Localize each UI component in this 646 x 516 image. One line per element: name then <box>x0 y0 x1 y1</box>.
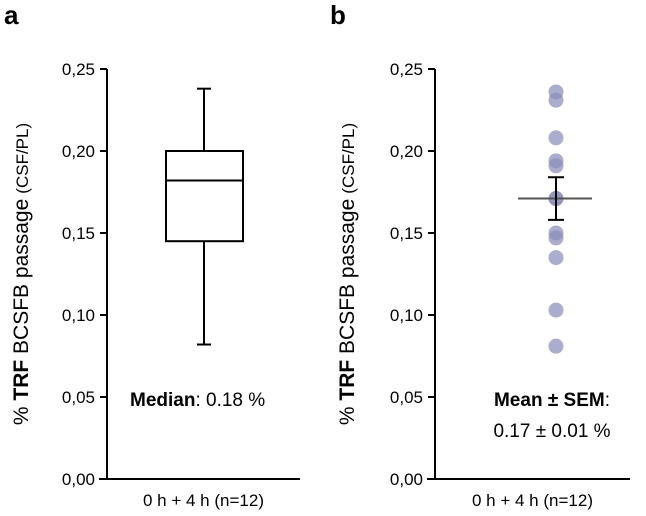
median-annotation: Median: 0.18 % <box>130 390 265 411</box>
y-tick-label: 0,05 <box>62 388 95 407</box>
y-label-part: % <box>336 401 359 426</box>
y-axis-label: % TRF BCSFB passage (CSF/PL) <box>336 123 359 425</box>
y-tick-label: 0,20 <box>62 142 95 161</box>
panel-a: 0,000,050,100,150,200,25% TRF BCSFB pass… <box>10 60 300 510</box>
y-tick-label: 0,10 <box>62 306 95 325</box>
y-label-part: BCSFB passage <box>336 199 359 360</box>
panel-label-b: b <box>330 0 346 30</box>
data-point <box>548 92 564 108</box>
annotation-rest: : <box>605 390 610 411</box>
y-label-part: TRF <box>10 360 33 401</box>
y-tick-label: 0,05 <box>390 388 423 407</box>
y-tick-label: 0,25 <box>62 60 95 79</box>
x-category-label: 0 h + 4 h (n=12) <box>472 491 593 510</box>
x-category-label: 0 h + 4 h (n=12) <box>143 491 264 510</box>
data-point <box>548 130 564 146</box>
data-point <box>548 230 564 246</box>
y-tick-label: 0,00 <box>390 470 423 489</box>
y-label-part: % <box>10 401 33 426</box>
mean-annotation-value: 0.17 ± 0.01 % <box>493 421 610 442</box>
y-label-unit: (CSF/PL) <box>339 123 358 194</box>
panel-b: 0,000,050,100,150,200,25% TRF BCSFB pass… <box>336 60 630 510</box>
y-label-part: TRF <box>336 360 359 401</box>
y-tick-label: 0,15 <box>390 224 423 243</box>
y-tick-label: 0,00 <box>62 470 95 489</box>
iqr-box <box>165 150 244 243</box>
y-tick-label: 0,15 <box>62 224 95 243</box>
y-tick-label: 0,25 <box>390 60 423 79</box>
mean-annotation: Mean ± SEM: <box>494 390 610 411</box>
data-point <box>548 250 564 266</box>
data-point <box>548 338 564 354</box>
y-axis-label: % TRF BCSFB passage (CSF/PL) <box>10 123 33 425</box>
y-label-unit: (CSF/PL) <box>13 123 32 194</box>
annotation-bold: Mean ± SEM <box>494 390 605 411</box>
y-label-part: BCSFB passage <box>10 199 33 360</box>
annotation-rest: : 0.18 % <box>195 390 265 411</box>
data-point <box>548 158 564 174</box>
y-tick-label: 0,10 <box>390 306 423 325</box>
annotation-bold: Median <box>130 390 195 411</box>
data-point <box>548 302 564 318</box>
panel-label-a: a <box>4 0 19 30</box>
y-tick-label: 0,20 <box>390 142 423 161</box>
